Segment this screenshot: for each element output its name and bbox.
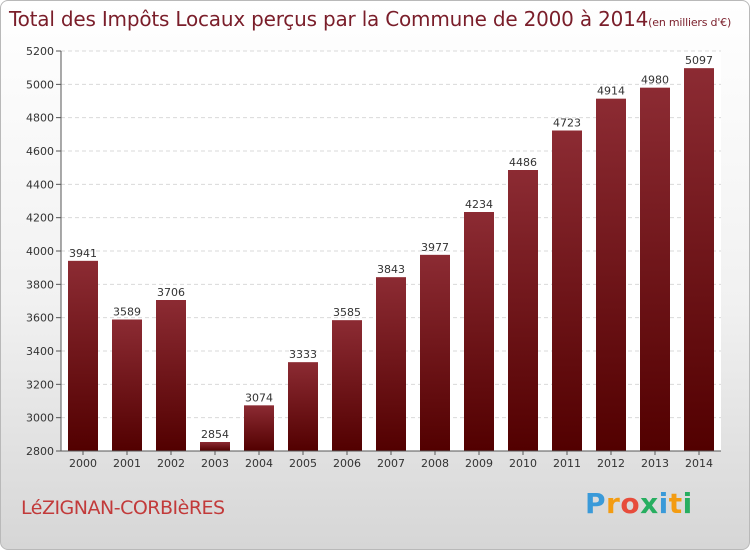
bar-2000 xyxy=(68,260,98,451)
y-tick-label: 4400 xyxy=(26,178,54,191)
data-label-2010: 4486 xyxy=(509,156,537,169)
bar-2014 xyxy=(684,68,714,452)
proxiti-logo: Proxiti xyxy=(585,487,693,520)
logo-letter: i xyxy=(658,487,669,520)
x-tick-label-2010: 2010 xyxy=(509,457,537,470)
data-label-2004: 3074 xyxy=(245,391,273,404)
commune-name: LéZIGNAN-CORBIèRES xyxy=(21,497,225,519)
logo-letter: x xyxy=(640,487,659,520)
bar-2002 xyxy=(156,300,186,451)
x-tick-label-2005: 2005 xyxy=(289,457,317,470)
logo-letter: o xyxy=(620,487,641,520)
y-tick-label: 2800 xyxy=(26,445,54,458)
y-tick-label: 3000 xyxy=(26,412,54,425)
data-label-2005: 3333 xyxy=(289,348,317,361)
chart-title: Total des Impôts Locaux perçus par la Co… xyxy=(9,7,731,31)
y-tick-label: 3600 xyxy=(26,312,54,325)
x-tick-label-2009: 2009 xyxy=(465,457,493,470)
x-tick-label-2003: 2003 xyxy=(201,457,229,470)
data-label-2014: 5097 xyxy=(685,54,713,67)
bar-2007 xyxy=(376,277,406,451)
data-label-2006: 3585 xyxy=(333,306,361,319)
data-label-2009: 4234 xyxy=(465,198,493,211)
bar-2008 xyxy=(420,254,450,451)
logo-letter: r xyxy=(606,487,621,520)
bar-2001 xyxy=(112,319,142,451)
data-label-2001: 3589 xyxy=(113,306,141,319)
x-tick-label-2004: 2004 xyxy=(245,457,273,470)
logo-letter: P xyxy=(585,487,607,520)
y-tick-label: 3800 xyxy=(26,278,54,291)
bar-2005 xyxy=(288,362,318,451)
data-label-2003: 2854 xyxy=(201,428,229,441)
y-tick-label: 3200 xyxy=(26,378,54,391)
x-tick-label-2012: 2012 xyxy=(597,457,625,470)
logo-letter: i xyxy=(682,487,693,520)
bar-2013 xyxy=(640,87,670,452)
data-label-2012: 4914 xyxy=(597,85,625,98)
y-tick-label: 4000 xyxy=(26,245,54,258)
y-tick-label: 5200 xyxy=(26,45,54,58)
unit-note: (en milliers d'€) xyxy=(648,16,732,29)
bar-2011 xyxy=(552,130,582,451)
y-tick-label: 4600 xyxy=(26,145,54,158)
bar-2010 xyxy=(508,170,538,451)
x-tick-label-2006: 2006 xyxy=(333,457,361,470)
x-tick-label-2001: 2001 xyxy=(113,457,141,470)
x-tick-label-2000: 2000 xyxy=(69,457,97,470)
y-tick-label: 4800 xyxy=(26,112,54,125)
x-tick-label-2011: 2011 xyxy=(553,457,581,470)
x-tick-label-2007: 2007 xyxy=(377,457,405,470)
bar-2004 xyxy=(244,405,274,451)
bar-2003 xyxy=(200,442,230,451)
x-tick-label-2002: 2002 xyxy=(157,457,185,470)
x-tick-label-2013: 2013 xyxy=(641,457,669,470)
y-tick-label: 4200 xyxy=(26,212,54,225)
data-label-2013: 4980 xyxy=(641,74,669,87)
bar-2009 xyxy=(464,212,494,451)
x-tick-label-2014: 2014 xyxy=(685,457,713,470)
bar-2012 xyxy=(596,98,626,452)
y-tick-label: 3400 xyxy=(26,345,54,358)
chart-title-text: Total des Impôts Locaux perçus par la Co… xyxy=(9,7,649,31)
data-label-2011: 4723 xyxy=(553,117,581,130)
x-tick-label-2008: 2008 xyxy=(421,457,449,470)
data-label-2007: 3843 xyxy=(377,263,405,276)
logo-letter: t xyxy=(668,487,683,520)
y-tick-label: 5000 xyxy=(26,78,54,91)
data-label-2008: 3977 xyxy=(421,241,449,254)
data-label-2002: 3706 xyxy=(157,286,185,299)
bar-2006 xyxy=(332,320,362,451)
data-label-2000: 3941 xyxy=(69,247,97,260)
